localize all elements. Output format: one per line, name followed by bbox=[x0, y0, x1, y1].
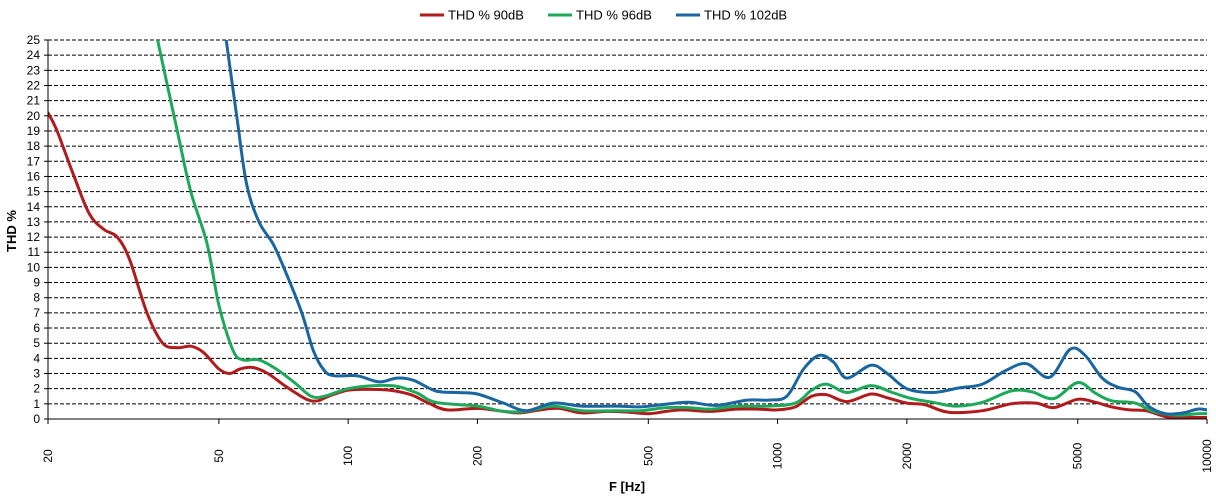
axes bbox=[47, 40, 1207, 420]
y-tick-label: 15 bbox=[27, 185, 41, 199]
x-tick-label: 50 bbox=[212, 449, 226, 463]
x-tick-label: 500 bbox=[641, 446, 655, 466]
data-series bbox=[48, 40, 1207, 420]
y-tick-label: 24 bbox=[27, 48, 41, 62]
legend-label: THD % 96dB bbox=[576, 8, 652, 23]
y-tick-label: 16 bbox=[27, 169, 41, 183]
y-tick-label: 14 bbox=[27, 200, 41, 214]
y-axis-title: THD % bbox=[4, 210, 19, 252]
y-tick-label: 6 bbox=[33, 321, 40, 335]
series-line-3 bbox=[224, 40, 1207, 416]
y-tick-label: 13 bbox=[27, 215, 41, 229]
x-tick-label: 10000 bbox=[1200, 439, 1214, 473]
legend: THD % 90dB THD % 96dB THD % 102dB bbox=[420, 8, 787, 23]
legend-item-3: THD % 102dB bbox=[676, 8, 787, 23]
y-tick-label: 17 bbox=[27, 154, 41, 168]
y-tick-label: 7 bbox=[33, 306, 40, 320]
y-tick-label: 5 bbox=[33, 336, 40, 350]
y-tick-label: 12 bbox=[27, 230, 41, 244]
x-tick-label: 5000 bbox=[1071, 442, 1085, 469]
y-tick-label: 3 bbox=[33, 367, 40, 381]
x-tick-label: 20 bbox=[41, 449, 55, 463]
y-tick-label: 10 bbox=[27, 260, 41, 274]
y-tick-label: 21 bbox=[27, 94, 41, 108]
y-tick-label: 19 bbox=[27, 124, 41, 138]
y-tick-label: 11 bbox=[28, 245, 41, 259]
legend-item-1: THD % 90dB bbox=[420, 8, 524, 23]
x-tick-labels: 20 50 100 200 500 1000 2000 5000 10000 bbox=[41, 439, 1214, 473]
y-tick-label: 2 bbox=[33, 382, 40, 396]
grid-lines bbox=[44, 39, 1208, 424]
y-tick-label: 8 bbox=[33, 291, 40, 305]
y-tick-label: 0 bbox=[33, 412, 40, 426]
series-line-1 bbox=[48, 111, 1207, 420]
y-tick-label: 22 bbox=[27, 78, 41, 92]
x-tick-label: 1000 bbox=[771, 442, 785, 469]
legend-label: THD % 102dB bbox=[704, 8, 787, 23]
y-tick-label: 18 bbox=[27, 139, 41, 153]
x-tick-label: 200 bbox=[470, 446, 484, 466]
y-tick-label: 1 bbox=[33, 397, 40, 411]
x-tick-label: 100 bbox=[341, 446, 355, 466]
y-tick-label: 23 bbox=[27, 63, 41, 77]
legend-item-2: THD % 96dB bbox=[548, 8, 652, 23]
series-line-2 bbox=[156, 40, 1207, 417]
y-tick-labels: 0123456789101112131415161718192021222324… bbox=[27, 33, 41, 426]
y-tick-label: 4 bbox=[33, 351, 40, 365]
y-tick-label: 9 bbox=[33, 276, 40, 290]
y-tick-label: 20 bbox=[27, 109, 41, 123]
x-axis-title: F [Hz] bbox=[609, 479, 645, 494]
legend-label: THD % 90dB bbox=[448, 8, 524, 23]
y-tick-label: 25 bbox=[27, 33, 41, 47]
x-tick-label: 2000 bbox=[900, 442, 914, 469]
